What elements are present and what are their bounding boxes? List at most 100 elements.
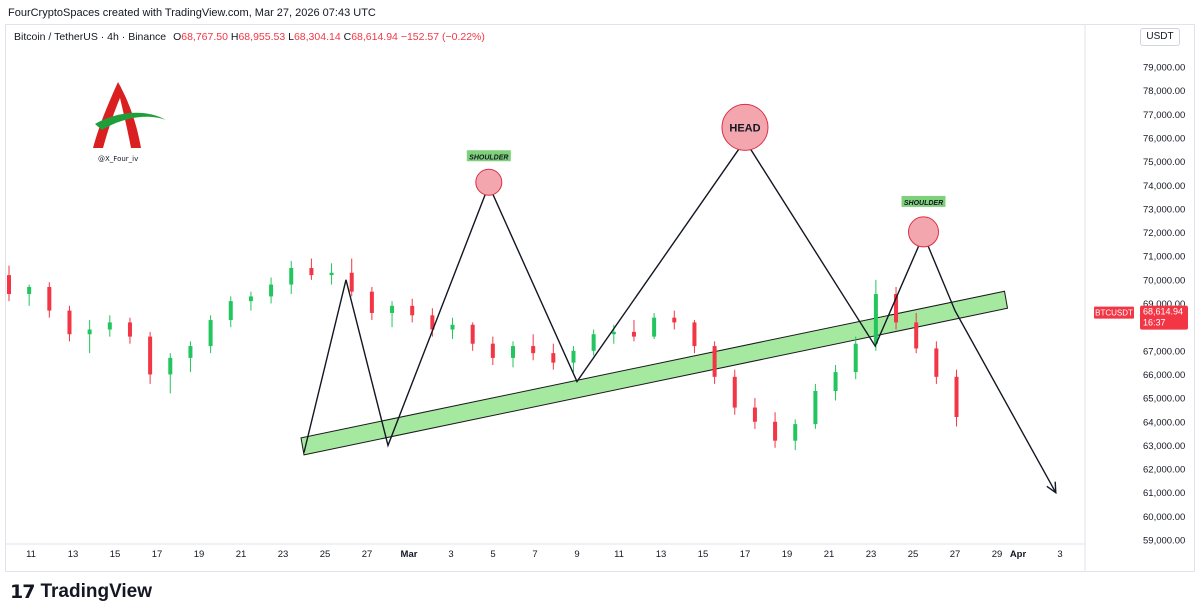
candle-body — [672, 317, 677, 323]
price-tag-ticker-bg — [1094, 306, 1134, 319]
close-value: 68,614.94 — [351, 31, 398, 43]
candle-body — [27, 286, 32, 295]
candle-body — [894, 294, 899, 323]
time-tick-label: Apr — [1010, 549, 1027, 560]
candle-body — [934, 348, 939, 377]
open-label: O — [173, 31, 182, 43]
high-label: H — [230, 31, 239, 43]
candle-body — [269, 284, 274, 297]
time-tick-label: 23 — [278, 549, 289, 560]
time-tick-label: 21 — [236, 549, 247, 560]
candle-body — [954, 376, 959, 418]
time-tick-label: 19 — [782, 549, 793, 560]
price-tick-label: 70,000.00 — [1143, 275, 1185, 286]
price-tag-value: 68,614.94 — [1143, 307, 1183, 317]
price-tick-label: 60,000.00 — [1143, 512, 1185, 523]
tradingview-logo-text: TradingView — [40, 581, 153, 602]
price-tag-countdown: 16:37 — [1143, 318, 1166, 328]
candle-body — [148, 336, 153, 375]
time-tick-label: 9 — [574, 549, 579, 560]
candle-body — [289, 268, 294, 285]
right-shoulder-label-bg — [901, 195, 946, 207]
candle-body — [773, 421, 778, 441]
candle-body — [430, 315, 435, 330]
left-shoulder-label-bg — [466, 150, 511, 162]
currency-button[interactable]: USDT — [1140, 28, 1180, 46]
candle-body — [248, 296, 253, 302]
neckline-band[interactable] — [300, 290, 1009, 456]
head-marker[interactable] — [721, 103, 769, 151]
watermark-handle: @X_Four_iv — [98, 155, 139, 163]
price-tick-label: 66,000.00 — [1143, 370, 1185, 381]
time-tick-label: 13 — [656, 549, 667, 560]
time-tick-label: 27 — [950, 549, 961, 560]
price-tick-label: 59,000.00 — [1143, 536, 1185, 547]
price-tick-label: 78,000.00 — [1143, 86, 1185, 97]
candle-body — [631, 331, 636, 337]
candle-body — [127, 322, 132, 337]
price-tick-label: 67,000.00 — [1143, 346, 1185, 357]
tradingview-logo[interactable]: 17 TradingView — [10, 581, 152, 603]
candle-body — [813, 391, 818, 425]
candle-body — [873, 294, 878, 344]
watermark-logo-swoosh — [95, 112, 166, 130]
left-shoulder-marker[interactable] — [475, 168, 503, 196]
pattern-zigzag-line[interactable] — [303, 139, 1057, 494]
time-tick-label: 13 — [68, 549, 79, 560]
candle-body — [611, 331, 616, 335]
price-tick-label: 64,000.00 — [1143, 417, 1185, 428]
symbol-legend: Bitcoin / TetherUS · 4h · Binance O68,76… — [14, 31, 485, 43]
price-tick-label: 77,000.00 — [1143, 110, 1185, 121]
price-tick-label: 71,000.00 — [1143, 252, 1185, 263]
price-tick-label: 74,000.00 — [1143, 181, 1185, 192]
candle-body — [410, 305, 415, 316]
arrow-head — [1046, 481, 1057, 495]
candle-body — [470, 324, 475, 344]
candle-body — [107, 322, 112, 330]
candle-body — [833, 372, 838, 392]
time-tick-label: 25 — [320, 549, 331, 560]
price-tick-label: 65,000.00 — [1143, 394, 1185, 405]
time-tick-label: 21 — [824, 549, 835, 560]
candle-body — [188, 346, 193, 358]
candle-body — [853, 343, 858, 373]
high-value: 68,955.53 — [238, 31, 286, 43]
chart-frame — [5, 24, 1195, 572]
price-tick-label: 62,000.00 — [1143, 465, 1185, 476]
left-shoulder-label: SHOULDER — [469, 154, 508, 161]
time-tick-label: 15 — [110, 549, 121, 560]
candle-body — [450, 324, 455, 330]
time-tick-label: 7 — [532, 549, 537, 560]
candle-body — [712, 346, 717, 377]
candle-body — [309, 268, 314, 276]
candle-body — [692, 322, 697, 347]
low-label: L — [288, 31, 294, 43]
time-tick-label: 17 — [740, 549, 751, 560]
candle-body — [349, 272, 354, 292]
price-tick-label: 61,000.00 — [1143, 488, 1185, 499]
watermark-logo-icon — [93, 82, 141, 148]
time-tick-label: 11 — [614, 549, 624, 560]
candle-body — [571, 350, 576, 363]
price-tick-label: 76,000.00 — [1143, 133, 1185, 144]
time-tick-label: 25 — [908, 549, 919, 560]
candle-body — [390, 305, 395, 313]
price-tick-label: 63,000.00 — [1143, 441, 1185, 452]
right-shoulder-marker[interactable] — [908, 216, 939, 248]
price-tick-label: 72,000.00 — [1143, 228, 1185, 239]
candle-body — [369, 291, 374, 313]
candle-body — [531, 346, 536, 354]
price-tick-label: 75,000.00 — [1143, 157, 1185, 168]
change-value: −152.57 (−0.22%) — [400, 31, 485, 43]
candle-body — [591, 334, 596, 351]
candle-body — [793, 424, 798, 441]
time-tick-label: 15 — [698, 549, 709, 560]
chart-attribution: FourCryptoSpaces created with TradingVie… — [8, 7, 376, 19]
candle-body — [87, 329, 92, 335]
time-tick-label: 19 — [194, 549, 205, 560]
candle-body — [732, 376, 737, 408]
time-tick-label: 5 — [490, 549, 495, 560]
time-tick-label: 17 — [152, 549, 163, 560]
symbol-name[interactable]: Bitcoin / TetherUS · 4h · Binance — [14, 31, 167, 43]
